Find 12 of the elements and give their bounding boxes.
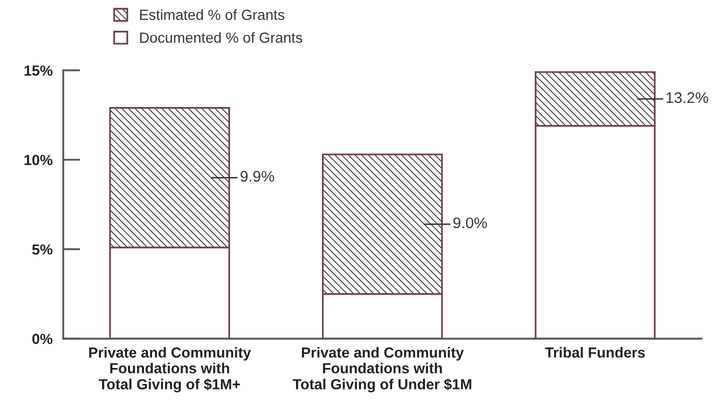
y-tick-label: 15%: [24, 65, 52, 76]
annotation: 9.0%: [453, 217, 487, 228]
legend-label: Documented % of Grants: [140, 32, 302, 43]
y-tick-label: 0%: [32, 334, 52, 344]
x-tick-label: Private and Community Foundations with Total Giving of $1M+: [89, 346, 251, 392]
x-tick-label: Tribal Funders: [545, 346, 645, 358]
y-tick-label: 10%: [24, 154, 52, 166]
annotation: 13.2%: [666, 92, 708, 104]
annotation: 9.9%: [240, 170, 274, 182]
x-tick-label: Private and Community Foundations with Total Giving of Under $1M: [292, 346, 472, 392]
y-tick-label: 5%: [32, 244, 52, 255]
legend-label: Estimated % of Grants: [140, 9, 284, 20]
